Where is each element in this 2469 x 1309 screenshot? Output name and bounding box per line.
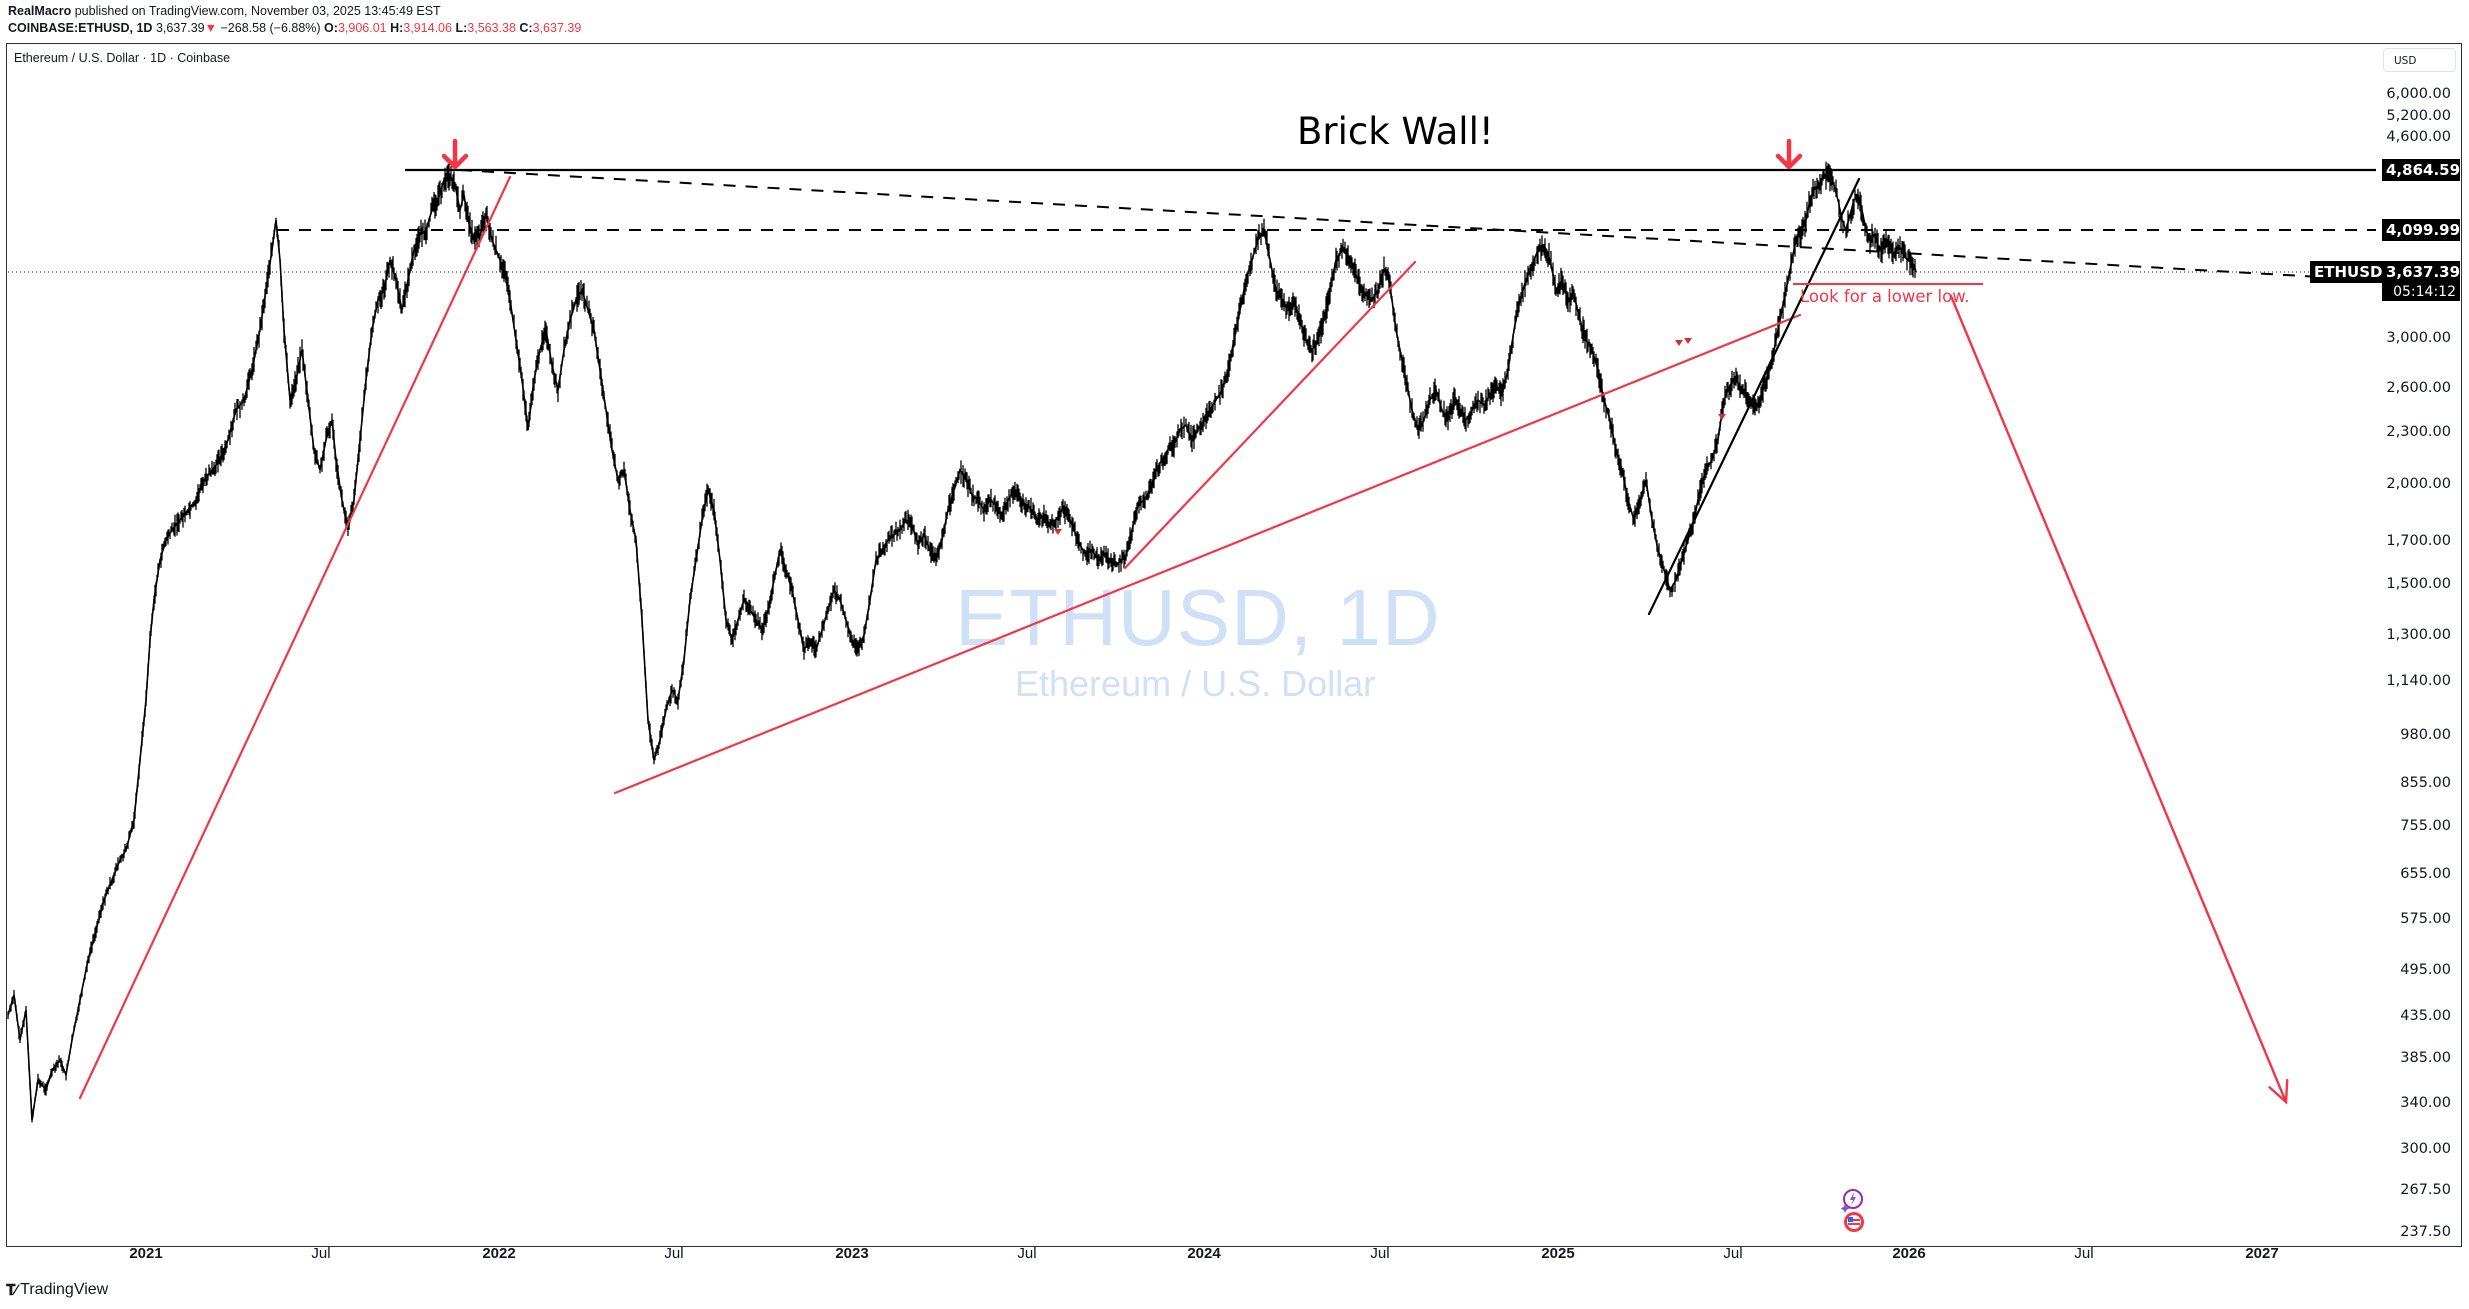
trendline-2021[interactable]	[78, 175, 512, 1100]
low-value: 3,563.38	[467, 21, 516, 35]
tradingview-mark-icon: 𝐓∕	[6, 1281, 17, 1299]
ohlc-line: COINBASE:ETHUSD, 1D 3,637.39▼ −268.58 (−…	[8, 21, 582, 35]
price-tick-label: 2,000.00	[2386, 476, 2451, 492]
brand-name: TradingView	[20, 1281, 109, 1298]
time-tick-label: 2025	[1541, 1245, 1575, 1262]
descending-resistance-line[interactable]	[459, 169, 2321, 278]
symbol-interval: COINBASE:ETHUSD, 1D	[8, 21, 153, 35]
dividend-marker-icon[interactable]	[1684, 338, 1692, 344]
price-tick-label: 1,700.00	[2386, 533, 2451, 549]
price-tick-label: 5,200.00	[2386, 108, 2451, 124]
peak-down-arrow-icon[interactable]	[441, 138, 469, 170]
price-tick-label: 1,140.00	[2386, 673, 2451, 689]
dividend-marker-icon[interactable]	[1718, 414, 1726, 420]
price-tick-label: 980.00	[2400, 727, 2451, 743]
currency-button[interactable]: USD	[2383, 48, 2456, 72]
price-tick-label: 1,500.00	[2386, 576, 2451, 592]
price-tick-label: 2,600.00	[2386, 380, 2451, 396]
dividend-marker-icon[interactable]	[1675, 340, 1683, 346]
lightning-event-icon[interactable]	[1840, 1187, 1866, 1217]
level-price-tag: 4,099.99	[2382, 219, 2460, 241]
resistance-price-tag: 4,864.59	[2382, 159, 2460, 181]
trendline-2025[interactable]	[1647, 177, 1861, 616]
publish-date: published on TradingView.com, November 0…	[74, 4, 441, 18]
trendline-2023[interactable]	[1123, 260, 1417, 570]
last-price: 3,637.39	[155, 21, 205, 35]
annotation-lower-low[interactable]: Look for a lower low.	[1800, 287, 1970, 306]
price-tick-label: 4,600.00	[2386, 129, 2451, 145]
peak-down-arrow-icon[interactable]	[1775, 138, 1803, 170]
price-tick-label: 237.50	[2400, 1224, 2451, 1240]
price-tick-label: 655.00	[2400, 866, 2451, 882]
time-tick-label: 2027	[2245, 1245, 2279, 1262]
price-tick-label: 435.00	[2400, 1008, 2451, 1024]
price-change: −268.58 (−6.88%)	[220, 21, 321, 35]
time-tick-label: 2026	[1892, 1245, 1926, 1262]
time-tick-label: 2023	[835, 1245, 869, 1262]
price-tick-label: 495.00	[2400, 962, 2451, 978]
chart-frame[interactable]	[6, 43, 2462, 1247]
bar-countdown: 05:14:12	[2382, 283, 2460, 301]
price-tick-label: 340.00	[2400, 1095, 2451, 1111]
time-tick-label: Jul	[1370, 1245, 1390, 1262]
price-tick-label: 2,300.00	[2386, 424, 2451, 440]
watermark-symbol: ETHUSD, 1D	[955, 573, 1441, 662]
time-tick-label: Jul	[2074, 1245, 2094, 1262]
time-tick-label: 2024	[1187, 1245, 1221, 1262]
price-tick-label: 855.00	[2400, 775, 2451, 791]
close-value: 3,637.39	[532, 21, 582, 35]
open-value: 3,906.01	[337, 21, 387, 35]
price-tick-label: 1,300.00	[2386, 627, 2451, 643]
projection-arrowhead[interactable]	[2268, 1078, 2289, 1105]
price-tick-label: 300.00	[2400, 1141, 2451, 1157]
time-tick-label: 2021	[129, 1245, 163, 1262]
price-tick-label: 6,000.00	[2386, 86, 2451, 102]
tradingview-logo[interactable]: 𝐓∕ TradingView	[6, 1281, 108, 1299]
price-tick-label: 267.50	[2400, 1182, 2451, 1198]
publish-info: RealMacro published on TradingView.com, …	[8, 4, 441, 18]
high-value: 3,914.06	[403, 21, 452, 35]
price-tick-label: 575.00	[2400, 911, 2451, 927]
current-price-tag: 3,637.39	[2382, 261, 2460, 283]
down-triangle-icon: ▼	[204, 21, 217, 35]
us-flag-event-icon[interactable]	[1843, 1211, 1865, 1237]
annotation-brick-wall[interactable]: Brick Wall!	[1297, 110, 1494, 153]
price-line[interactable]	[7, 173, 1917, 1121]
time-tick-label: Jul	[664, 1245, 684, 1262]
time-tick-label: 2022	[482, 1245, 516, 1262]
chart-legend[interactable]: Ethereum / U.S. Dollar · 1D · Coinbase	[14, 51, 231, 65]
watermark-name: Ethereum / U.S. Dollar	[1015, 663, 1376, 704]
projection-arrow-line[interactable]	[1949, 294, 2288, 1104]
price-tick-label: 385.00	[2400, 1050, 2451, 1066]
author-name[interactable]: RealMacro	[8, 4, 72, 18]
dividend-marker-icon[interactable]	[1054, 529, 1062, 535]
symbol-tag: ETHUSD	[2310, 261, 2384, 283]
price-tick-label: 3,000.00	[2386, 330, 2451, 346]
trendline-support-2022[interactable]	[613, 313, 1802, 795]
time-tick-label: Jul	[311, 1245, 331, 1262]
time-tick-label: Jul	[1723, 1245, 1743, 1262]
price-tick-label: 755.00	[2400, 818, 2451, 834]
time-tick-label: Jul	[1017, 1245, 1037, 1262]
